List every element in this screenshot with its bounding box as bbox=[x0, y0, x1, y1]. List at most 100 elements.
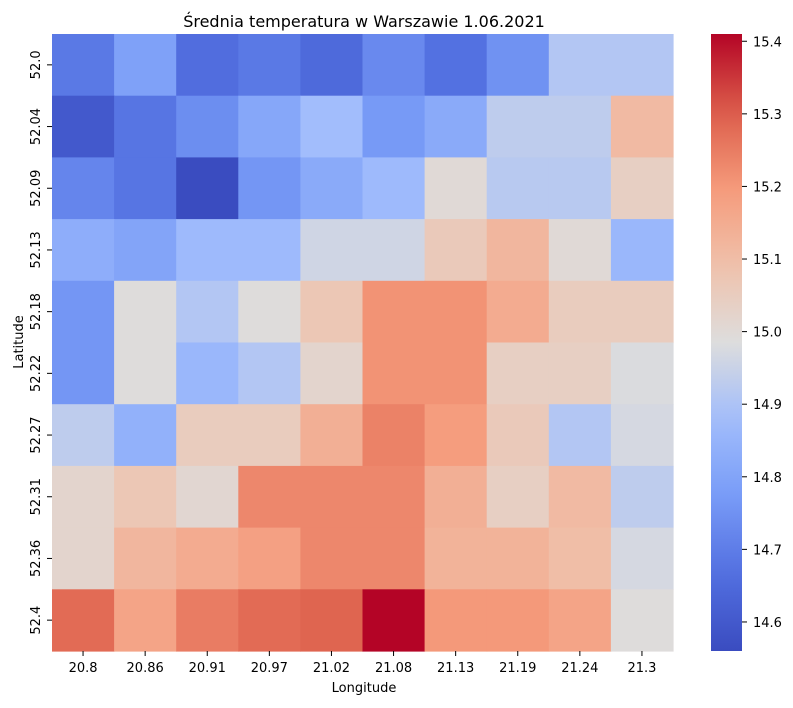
heatmap-cell bbox=[362, 34, 426, 97]
heatmap-cell bbox=[362, 404, 426, 467]
heatmap-cell bbox=[548, 342, 612, 405]
x-tick-label: 21.13 bbox=[437, 661, 474, 676]
colorbar-tick-label: 14.6 bbox=[753, 616, 782, 631]
colorbar-tick-label: 15.4 bbox=[753, 35, 782, 50]
x-tick-label: 21.19 bbox=[499, 661, 536, 676]
x-tick-label: 21.24 bbox=[561, 661, 598, 676]
heatmap-cell bbox=[238, 527, 301, 590]
heatmap-cell bbox=[176, 342, 239, 405]
heatmap-cell bbox=[548, 95, 612, 158]
heatmap-cell bbox=[114, 404, 177, 467]
heatmap-cell bbox=[486, 465, 550, 529]
y-axis-ticks: 52.0 52.04 52.09 52.13 52.18 52.22 52.27 52.31 5… bbox=[29, 50, 52, 635]
x-axis-label: Longitude bbox=[332, 681, 397, 696]
heatmap-cell bbox=[362, 157, 426, 220]
heatmap-cell bbox=[300, 589, 364, 652]
heatmap-cell bbox=[548, 157, 612, 220]
heatmap-cell bbox=[176, 280, 239, 344]
heatmap-cells bbox=[52, 34, 674, 652]
heatmap-cell bbox=[486, 280, 550, 344]
heatmap-cell bbox=[362, 280, 426, 344]
y-axis-label: Latitude bbox=[12, 315, 27, 369]
heatmap-cell bbox=[114, 342, 177, 405]
heatmap-cell bbox=[610, 465, 674, 529]
heatmap-cell bbox=[362, 589, 426, 652]
heatmap-cell bbox=[300, 404, 364, 467]
colorbar-tick-label: 14.7 bbox=[753, 543, 782, 558]
heatmap-cell bbox=[486, 219, 550, 282]
heatmap-cell bbox=[300, 34, 364, 97]
heatmap-cell bbox=[610, 95, 674, 158]
y-tick-label: 52.27 bbox=[29, 416, 44, 453]
heatmap-cell bbox=[52, 219, 115, 282]
heatmap-cell bbox=[548, 280, 612, 344]
heatmap-cell bbox=[114, 34, 177, 97]
heatmap-cell bbox=[52, 404, 115, 467]
heatmap-cell bbox=[300, 95, 364, 158]
heatmap-cell bbox=[548, 34, 612, 97]
heatmap-cell bbox=[238, 157, 301, 220]
x-tick-label: 21.08 bbox=[375, 661, 412, 676]
heatmap-cell bbox=[362, 95, 426, 158]
heatmap-cell bbox=[486, 342, 550, 405]
heatmap-cell bbox=[52, 589, 115, 652]
heatmap-cell bbox=[548, 527, 612, 590]
heatmap-cell bbox=[610, 157, 674, 220]
heatmap-cell bbox=[176, 589, 239, 652]
heatmap-cell bbox=[424, 404, 488, 467]
heatmap-cell bbox=[424, 219, 488, 282]
heatmap-cell bbox=[176, 404, 239, 467]
heatmap-cell bbox=[52, 95, 115, 158]
y-tick-label: 52.31 bbox=[29, 478, 44, 515]
heatmap-cell bbox=[52, 157, 115, 220]
heatmap-cell bbox=[424, 34, 488, 97]
colorbar-tick-label: 14.9 bbox=[753, 398, 782, 413]
colorbar bbox=[711, 34, 742, 651]
heatmap-cell bbox=[610, 404, 674, 467]
heatmap-cell bbox=[300, 157, 364, 220]
y-tick-label: 52.36 bbox=[29, 540, 44, 577]
heatmap-cell bbox=[610, 342, 674, 405]
x-tick-label: 20.8 bbox=[69, 661, 98, 676]
heatmap-cell bbox=[52, 280, 115, 344]
y-tick-label: 52.0 bbox=[29, 50, 44, 79]
heatmap-cell bbox=[548, 404, 612, 467]
y-tick-label: 52.22 bbox=[29, 355, 44, 392]
heatmap-cell bbox=[424, 157, 488, 220]
heatmap-cell bbox=[300, 527, 364, 590]
heatmap-cell bbox=[424, 95, 488, 158]
x-axis-ticks: 20.8 20.86 20.91 20.97 21.02 21.08 21.13 21.19 2… bbox=[69, 651, 656, 676]
x-tick-label: 21.02 bbox=[313, 661, 350, 676]
heatmap-cell bbox=[362, 342, 426, 405]
heatmap-cell bbox=[486, 34, 550, 97]
heatmap-cell bbox=[176, 465, 239, 529]
heatmap-cell bbox=[238, 589, 301, 652]
heatmap-cell bbox=[176, 34, 239, 97]
heatmap-cell bbox=[362, 219, 426, 282]
heatmap-cell bbox=[238, 280, 301, 344]
heatmap-cell bbox=[114, 589, 177, 652]
heatmap-cell bbox=[176, 219, 239, 282]
y-tick-label: 52.04 bbox=[29, 108, 44, 145]
colorbar-tick-label: 15.1 bbox=[753, 253, 782, 268]
heatmap-cell bbox=[238, 404, 301, 467]
heatmap-cell bbox=[300, 219, 364, 282]
x-tick-label: 21.3 bbox=[627, 661, 656, 676]
heatmap-cell bbox=[114, 219, 177, 282]
x-tick-label: 20.86 bbox=[127, 661, 164, 676]
heatmap-cell bbox=[548, 589, 612, 652]
heatmap-cell bbox=[548, 219, 612, 282]
heatmap-cell bbox=[114, 280, 177, 344]
heatmap-cell bbox=[114, 527, 177, 590]
heatmap-cell bbox=[486, 404, 550, 467]
heatmap-cell bbox=[52, 465, 115, 529]
heatmap-cell bbox=[610, 219, 674, 282]
heatmap-cell bbox=[486, 589, 550, 652]
heatmap-cell bbox=[114, 95, 177, 158]
heatmap-cell bbox=[300, 342, 364, 405]
y-tick-label: 52.13 bbox=[29, 231, 44, 268]
heatmap-cell bbox=[424, 527, 488, 590]
heatmap-cell bbox=[238, 465, 301, 529]
x-tick-label: 20.97 bbox=[251, 661, 288, 676]
